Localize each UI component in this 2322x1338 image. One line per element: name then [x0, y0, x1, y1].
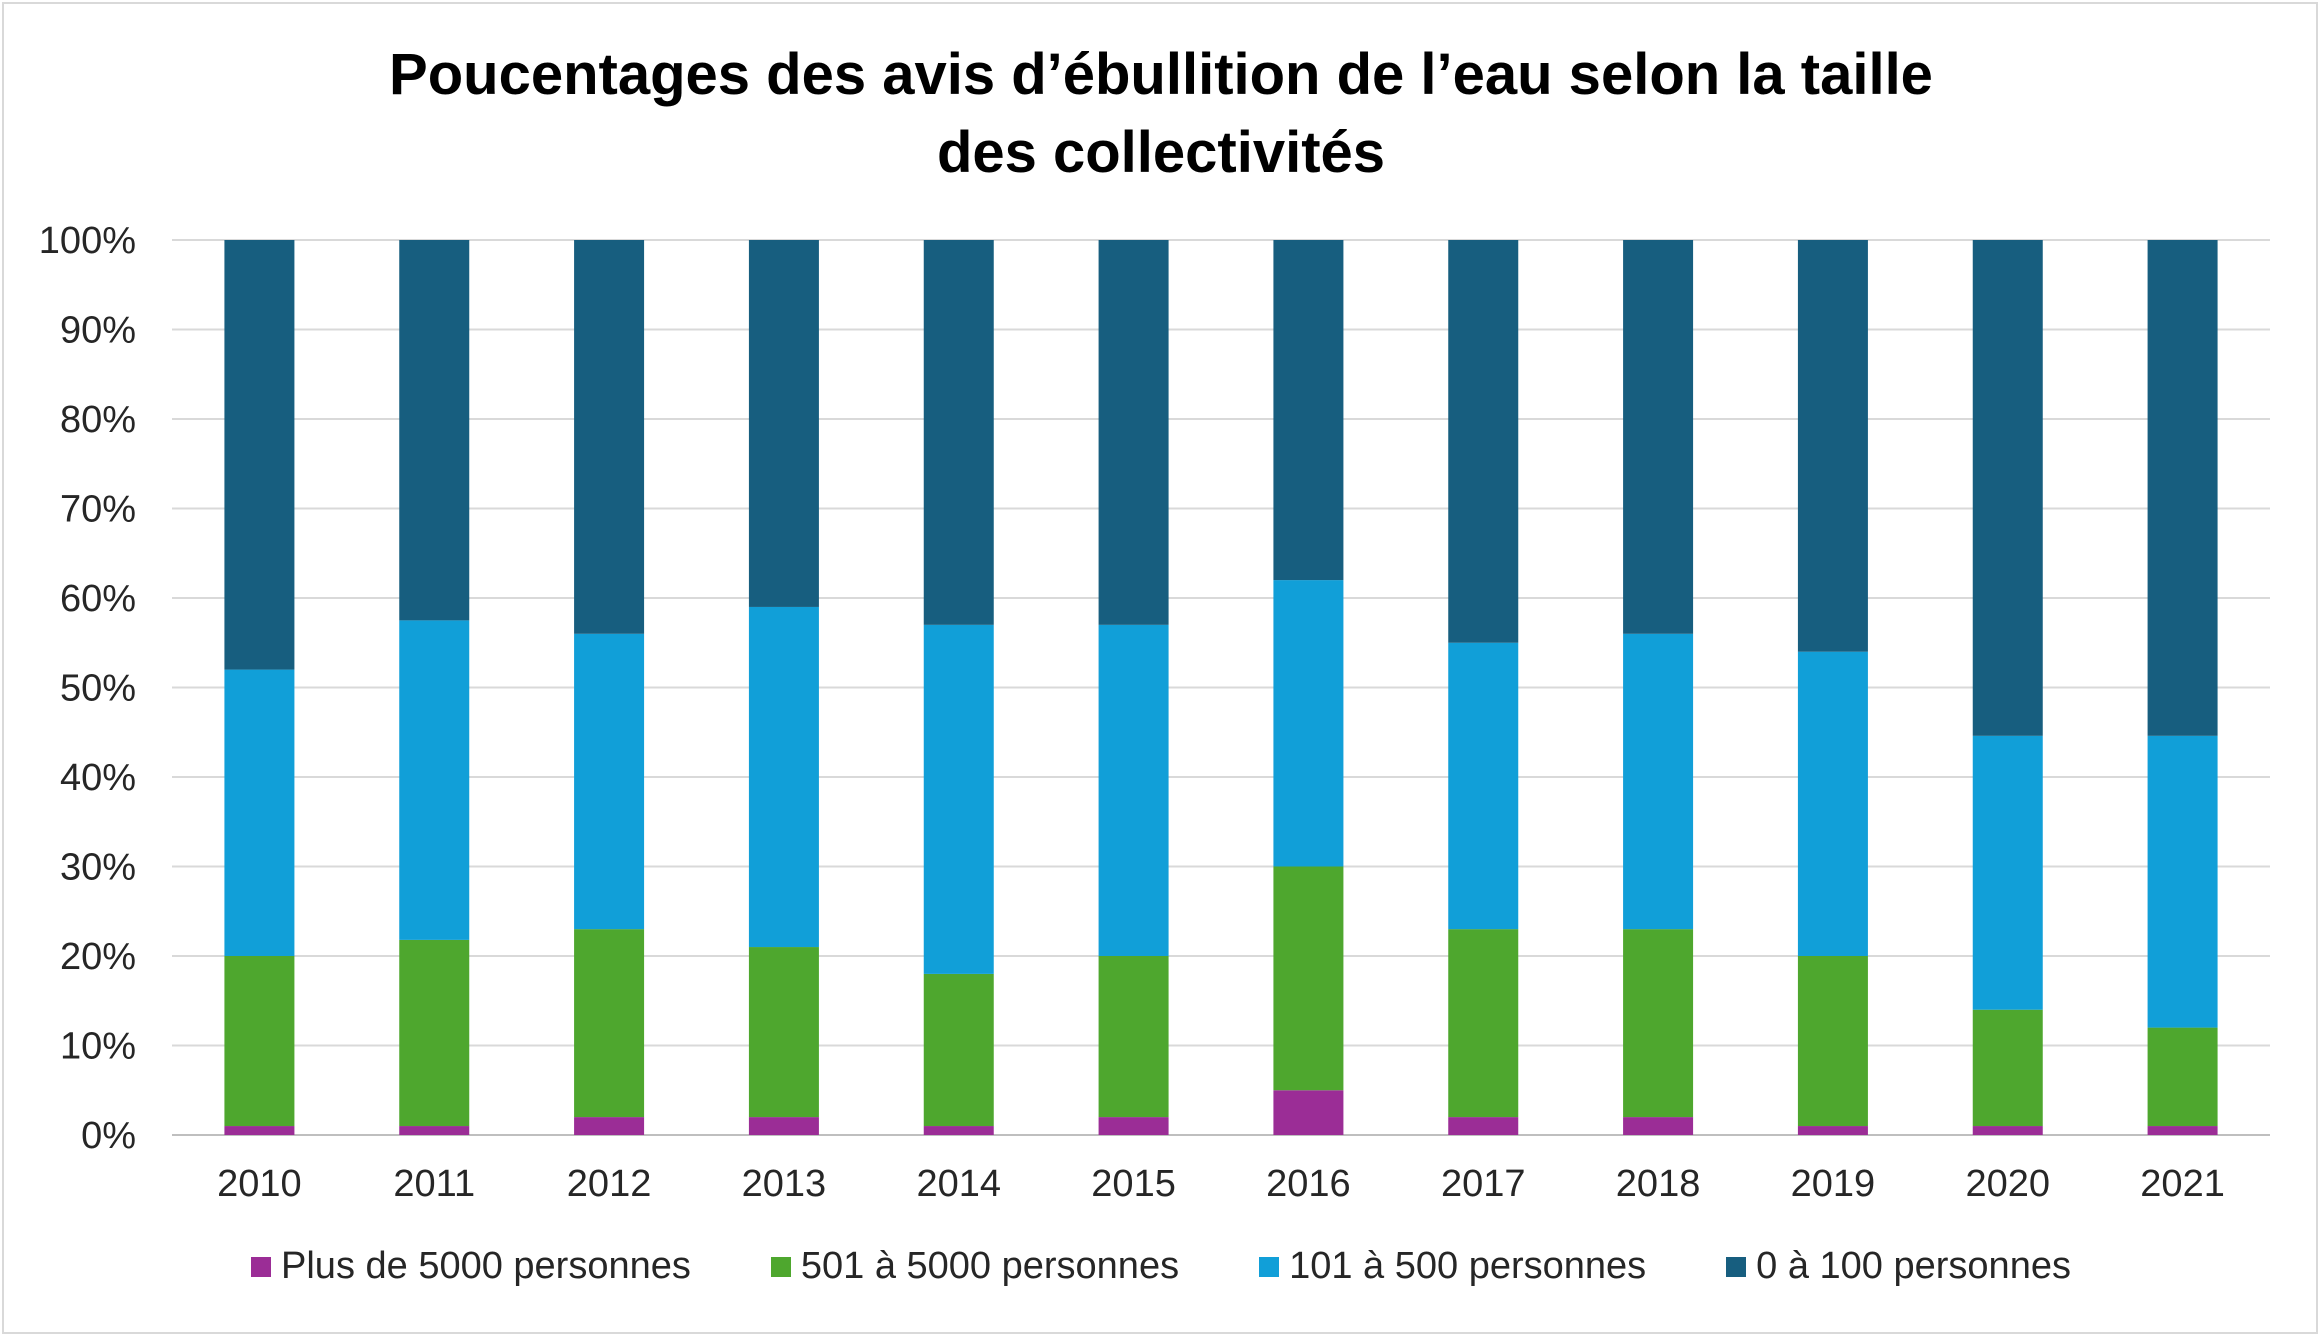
bar-segment: [923, 1126, 994, 1135]
bar-segment: [1623, 1117, 1694, 1135]
x-tick-label: 2021: [2140, 1163, 2225, 1205]
bar-segment: [1098, 956, 1169, 1118]
legend-swatch: [251, 1256, 272, 1277]
bar-segment: [2147, 1126, 2218, 1135]
x-tick-label: 2010: [217, 1163, 302, 1205]
bar-segment: [1273, 866, 1344, 1091]
legend-swatch: [1726, 1256, 1747, 1277]
legend: Plus de 5000 personnes 501 à 5000 personn…: [0, 1245, 2322, 1288]
bar-segment: [1448, 929, 1519, 1118]
bar-segment: [224, 1126, 295, 1135]
x-axis-tick-labels: 2010 2011 2012 2013 2014 2015 2016 2017 2018 2019…: [217, 1163, 2225, 1205]
bar-segment: [399, 620, 470, 940]
legend-swatch: [770, 1256, 791, 1277]
bar-segment: [748, 1117, 819, 1135]
x-tick-label: 2016: [1266, 1163, 1351, 1205]
legend-swatch: [1259, 1256, 1280, 1277]
bar-segment: [224, 240, 295, 670]
bar-segment: [1797, 651, 1868, 956]
bar-segment: [748, 240, 819, 607]
y-tick-label: 80%: [60, 399, 136, 441]
legend-item: Plus de 5000 personnes: [251, 1245, 691, 1288]
y-tick-label: 0%: [81, 1115, 136, 1157]
y-tick-label: 70%: [60, 489, 136, 531]
y-tick-label: 10%: [60, 1026, 136, 1068]
bar-segment: [923, 973, 994, 1127]
y-tick-label: 100%: [39, 220, 136, 262]
x-tick-label: 2019: [1791, 1163, 1876, 1205]
bar-segment: [1448, 240, 1519, 643]
bar-segment: [224, 956, 295, 1127]
legend-label: 0 à 100 personnes: [1756, 1245, 2071, 1287]
bar-segment: [923, 624, 994, 974]
bars: [224, 240, 2218, 1135]
chart-title-line-1: Poucentages des avis d’ébullition de l’e…: [389, 42, 1933, 107]
bar-segment: [1972, 735, 2043, 1010]
bar-segment: [1797, 1126, 1868, 1135]
x-tick-label: 2017: [1441, 1163, 1526, 1205]
legend-label: Plus de 5000 personnes: [281, 1245, 691, 1287]
y-tick-label: 30%: [60, 847, 136, 889]
bar-segment: [574, 633, 645, 930]
bar-segment: [1273, 240, 1344, 581]
bar-segment: [399, 240, 470, 621]
bar-segment: [224, 669, 295, 956]
bar-segment: [1098, 1117, 1169, 1135]
x-tick-label: 2018: [1616, 1163, 1701, 1205]
x-tick-label: 2020: [1965, 1163, 2050, 1205]
bar-segment: [2147, 735, 2218, 1028]
bar-segment: [1273, 580, 1344, 867]
legend-label: 501 à 5000 personnes: [800, 1245, 1180, 1287]
bar-segment: [1273, 1090, 1344, 1135]
gridlines: [172, 239, 2270, 1136]
bar-segment: [574, 1117, 645, 1135]
bar-segment: [1448, 642, 1519, 930]
bar-segment: [1797, 956, 1868, 1127]
bar-segment: [399, 1126, 470, 1135]
bar-segment: [1623, 633, 1694, 930]
x-tick-label: 2015: [1091, 1163, 1176, 1205]
bar-segment: [748, 947, 819, 1118]
bar-segment: [1623, 240, 1694, 634]
x-tick-label: 2011: [393, 1163, 475, 1205]
x-tick-label: 2012: [567, 1163, 652, 1205]
bar-segment: [399, 939, 470, 1127]
bar-segment: [1098, 240, 1169, 625]
bar-segment: [574, 240, 645, 634]
chart-title: Poucentages des avis d’ébullition de l’e…: [0, 36, 2322, 192]
bar-segment: [1098, 624, 1169, 956]
bar-segment: [574, 929, 645, 1118]
x-tick-label: 2014: [916, 1163, 1001, 1205]
bar-segment: [1448, 1117, 1519, 1135]
bar-segment: [1623, 929, 1694, 1118]
x-tick-label: 2013: [742, 1163, 827, 1205]
bar-segment: [2147, 240, 2218, 736]
bar-segment: [1972, 1126, 2043, 1135]
legend-item: 501 à 5000 personnes: [770, 1245, 1180, 1288]
bar-segment: [1972, 240, 2043, 736]
bar-segment: [923, 240, 994, 625]
y-axis-tick-labels: 0% 10% 20% 30% 40% 50% 60% 70% 80% 90% 100%: [39, 220, 136, 1157]
y-tick-label: 40%: [60, 757, 136, 799]
y-tick-label: 90%: [60, 310, 136, 352]
y-tick-label: 20%: [60, 936, 136, 978]
bar-segment: [748, 606, 819, 948]
chart-title-line-2: des collectivités: [936, 120, 1386, 185]
bar-segment: [1797, 240, 1868, 652]
legend-label: 101 à 500 personnes: [1289, 1245, 1647, 1287]
y-tick-label: 50%: [60, 668, 136, 710]
bar-segment: [2147, 1027, 2218, 1127]
y-tick-label: 60%: [60, 578, 136, 620]
legend-item: 0 à 100 personnes: [1726, 1245, 2071, 1288]
bar-segment: [1972, 1009, 2043, 1127]
legend-item: 101 à 500 personnes: [1259, 1245, 1646, 1288]
